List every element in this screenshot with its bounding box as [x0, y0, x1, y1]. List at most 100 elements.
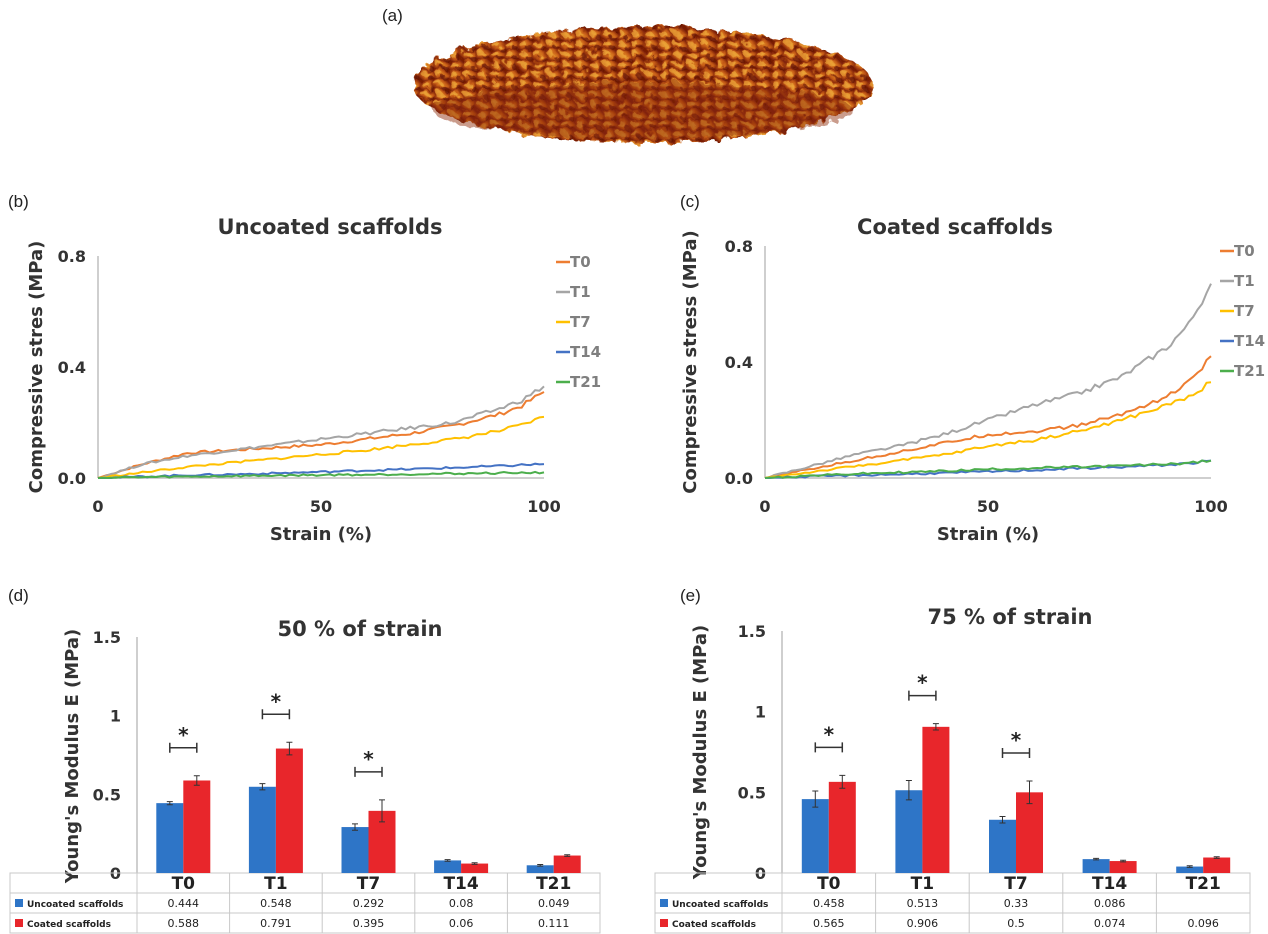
chart-d-value-uncoated-scaffolds-t7: 0.292 [353, 897, 385, 910]
chart-e-ytick-1: 0.5 [738, 783, 766, 802]
chart-c-ytick-0: 0.0 [725, 469, 753, 488]
chart-d-errorbar-uncoated-scaffolds-t1 [259, 783, 266, 791]
chart-c-legend-t14: T14 [1234, 332, 1265, 350]
chart-c-xtick-1: 50 [977, 497, 999, 516]
chart-b-series-t1 [97, 385, 545, 479]
chart-e-category-t0: T0 [817, 874, 841, 894]
chart-b-xtick-0: 0 [92, 497, 103, 516]
chart-b-series-t21 [97, 470, 545, 480]
chart-e-bar-uncoated-scaffolds-t14 [1082, 859, 1110, 873]
chart-d-category-t21: T21 [536, 874, 571, 894]
chart-d-ytick-3: 1.5 [93, 628, 121, 647]
chart-b-legend-t0: T0 [570, 253, 591, 271]
chart-d-value-coated-scaffolds-t14: 0.06 [449, 917, 474, 930]
chart-b-series-t0 [97, 391, 545, 479]
chart-e-sig-mark-t1: * [917, 671, 928, 695]
chart-b-legend-t14: T14 [570, 343, 601, 361]
chart-e-errorbar-uncoated-scaffolds-t7 [999, 816, 1006, 824]
chart-b-title: Uncoated scaffolds [218, 215, 443, 239]
chart-d-bar-uncoated-scaffolds-t14 [434, 860, 462, 873]
chart-e-sig-mark-t0: * [824, 722, 835, 746]
chart-c-xlabel: Strain (%) [937, 524, 1039, 545]
chart-b-series-t14 [98, 462, 545, 479]
chart-e-value-coated-scaffolds-t7: 0.5 [1007, 917, 1025, 930]
chart-e-value-coated-scaffolds-t21: 0.096 [1187, 917, 1219, 930]
chart-b-legend-t7: T7 [570, 313, 591, 331]
chart-e-value-uncoated-scaffolds-t1: 0.513 [907, 897, 939, 910]
chart-d-errorbar-uncoated-scaffolds-t21 [537, 864, 544, 867]
chart-e-legend-swatch-coated-scaffolds [660, 919, 668, 927]
chart-e-category-t1: T1 [911, 874, 934, 894]
chart-e-legend-swatch-uncoated-scaffolds [660, 899, 668, 907]
chart-e-bar-uncoated-scaffolds-t21 [1176, 866, 1204, 873]
chart-d-value-coated-scaffolds-t7: 0.395 [353, 917, 385, 930]
chart-e-bar-coated-scaffolds-t7 [1016, 792, 1043, 873]
chart-c-xtick-2: 100 [1194, 497, 1227, 516]
chart-b-ylabel: Compressive stres (MPa) [26, 241, 47, 494]
panel-label-e: (e) [680, 586, 701, 605]
chart-d-sig-bracket-t0 [169, 742, 198, 753]
chart-e-value-coated-scaffolds-t1: 0.906 [907, 917, 939, 930]
chart-d-bar-uncoated-scaffolds-t0 [156, 803, 184, 873]
chart-b-ytick-1: 0.4 [58, 358, 86, 377]
chart-b-ytick-2: 0.8 [58, 247, 86, 266]
chart-d-sig-mark-t0: * [178, 723, 189, 747]
chart-e-errorbar-coated-scaffolds-t0 [839, 774, 846, 789]
chart-b-ytick-0: 0.0 [58, 469, 86, 488]
chart-d-bar-coated-scaffolds-t1 [275, 748, 303, 873]
chart-e-sig-mark-t7: * [1011, 728, 1022, 752]
chart-d-bar-uncoated-scaffolds-t21 [526, 865, 554, 873]
chart-e-legend-coated-scaffolds: Coated scaffolds [672, 920, 756, 930]
chart-c-title: Coated scaffolds [857, 215, 1053, 239]
chart-c-series-t1 [764, 283, 1212, 479]
chart-e-category-t14: T14 [1092, 874, 1127, 894]
chart-e-legend-uncoated-scaffolds: Uncoated scaffolds [672, 900, 768, 910]
chart-b-xtick-2: 100 [527, 497, 560, 516]
chart-b-legend-t21: T21 [570, 373, 601, 391]
chart-d-errorbar-uncoated-scaffolds-t14 [444, 859, 451, 862]
chart-c-ytick-2: 0.8 [725, 237, 753, 256]
chart-e-category-t21: T21 [1186, 874, 1221, 894]
chart-e-value-uncoated-scaffolds-t0: 0.458 [813, 897, 845, 910]
chart-e-category-t7: T7 [1004, 874, 1027, 894]
chart-e-errorbar-uncoated-scaffolds-t14 [1093, 857, 1100, 861]
chart-d-legend-swatch-uncoated-scaffolds [15, 899, 23, 907]
chart-d-legend-coated-scaffolds: Coated scaffolds [27, 920, 111, 930]
chart-e-errorbar-coated-scaffolds-t21 [1213, 856, 1220, 859]
chart-c-series-t21 [764, 459, 1212, 479]
chart-c-series-t0 [764, 355, 1212, 479]
chart-b: Uncoated scaffolds 0.0 0.4 0.8 0 50 100 Strain … [26, 215, 601, 545]
chart-e-errorbar-uncoated-scaffolds-t21 [1186, 865, 1193, 868]
chart-d-value-coated-scaffolds-t1: 0.791 [260, 917, 292, 930]
chart-e-bar-coated-scaffolds-t1 [922, 726, 950, 873]
chart-d-ylabel: Young's Modulus E (MPa) [62, 629, 83, 884]
chart-e-value-uncoated-scaffolds-t7: 0.33 [1004, 897, 1029, 910]
chart-d-value-uncoated-scaffolds-t0: 0.444 [168, 897, 200, 910]
panel-label-a: (a) [382, 6, 403, 25]
chart-d-errorbar-coated-scaffolds-t7 [379, 799, 385, 823]
chart-d-errorbar-coated-scaffolds-t0 [193, 775, 200, 786]
chart-d-bar-uncoated-scaffolds-t7 [341, 827, 369, 873]
chart-e-bar-coated-scaffolds-t14 [1109, 861, 1137, 873]
chart-c-xtick-0: 0 [759, 497, 770, 516]
chart-c-ytick-1: 0.4 [725, 353, 753, 372]
chart-d-ytick-1: 0.5 [93, 785, 121, 804]
chart-e-bar-uncoated-scaffolds-t0 [801, 799, 829, 873]
chart-c-legend-t1: T1 [1234, 272, 1255, 290]
chart-d-category-t7: T7 [357, 874, 380, 894]
chart-d-errorbar-uncoated-scaffolds-t0 [166, 801, 173, 806]
chart-e-errorbar-coated-scaffolds-t7 [1026, 780, 1033, 805]
chart-d-category-t1: T1 [264, 874, 287, 894]
chart-d-errorbar-coated-scaffolds-t1 [286, 741, 293, 756]
chart-d-category-t14: T14 [443, 874, 478, 894]
chart-e-title: 75 % of strain [928, 605, 1093, 629]
chart-b-xlabel: Strain (%) [270, 524, 372, 545]
chart-e-ytick-2: 1 [755, 703, 766, 722]
chart-e-errorbar-uncoated-scaffolds-t1 [905, 780, 912, 801]
chart-d-sig-mark-t7: * [363, 747, 374, 771]
chart-d-value-coated-scaffolds-t21: 0.111 [538, 917, 570, 930]
chart-c-series-t7 [764, 381, 1212, 479]
